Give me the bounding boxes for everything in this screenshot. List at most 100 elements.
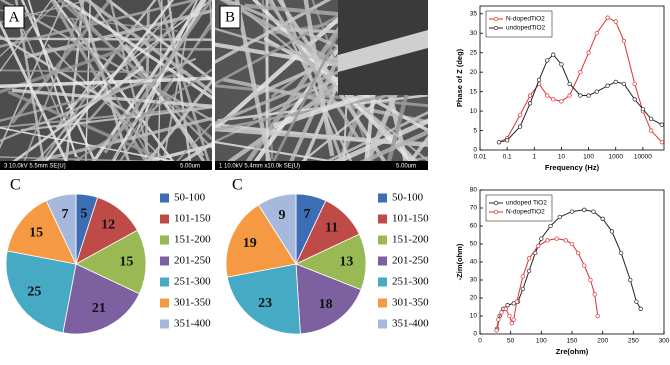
x-tick-label: 10000 <box>634 154 652 161</box>
pie-title: C <box>232 177 243 194</box>
x-tick-label: 50 <box>507 338 515 345</box>
legend-swatch <box>378 299 387 308</box>
point <box>660 140 664 144</box>
point <box>527 269 531 273</box>
point <box>619 251 623 255</box>
point <box>622 82 626 86</box>
point <box>593 293 597 297</box>
y-tick-label: 30 <box>470 30 478 37</box>
point <box>545 59 549 63</box>
point <box>628 278 632 282</box>
point <box>579 94 583 98</box>
y-tick-label: 15 <box>470 88 478 95</box>
point <box>649 129 653 133</box>
legend-swatch <box>160 215 169 224</box>
x-tick-label: 300 <box>659 338 670 345</box>
legend-swatch <box>378 194 387 203</box>
legend-swatch <box>378 320 387 329</box>
x-tick-label: 100 <box>536 338 547 345</box>
y-tick-label: 0 <box>473 147 477 154</box>
image-info: 3 10.0kV 5.5mm SE(U) <box>4 164 66 170</box>
slice-label: 5 <box>80 206 87 221</box>
point <box>560 100 564 104</box>
legend-label: 301-350 <box>392 297 429 309</box>
series-line <box>497 239 598 331</box>
legend-swatch <box>160 194 169 203</box>
point <box>527 257 531 261</box>
panel-label: A <box>9 9 20 25</box>
point <box>555 237 559 241</box>
legend-label: N-dopedTiO2 <box>506 209 545 216</box>
point <box>508 314 512 318</box>
point <box>614 80 618 84</box>
x-axis-label: Zre(ohm) <box>556 347 589 356</box>
panel-label: B <box>225 9 235 25</box>
y-tick-label: 25 <box>470 49 478 56</box>
y-tick-label: 50 <box>470 241 478 248</box>
point <box>582 264 586 268</box>
legend-marker <box>494 17 498 21</box>
slice-label: 11 <box>325 221 338 236</box>
slice-label: 13 <box>339 255 353 270</box>
point <box>551 98 555 102</box>
point <box>528 94 532 98</box>
point <box>622 39 626 43</box>
point <box>641 107 645 111</box>
legend-swatch <box>378 257 387 266</box>
x-tick-label: 1000 <box>608 154 623 161</box>
y-tick-label: 80 <box>470 187 478 194</box>
legend-swatch <box>378 215 387 224</box>
point <box>551 53 555 57</box>
slice-label: 23 <box>258 296 272 311</box>
y-tick-label: 60 <box>470 223 478 230</box>
series-line <box>499 55 662 143</box>
legend-swatch <box>160 320 169 329</box>
legend-marker <box>494 210 498 214</box>
point <box>537 78 541 82</box>
point <box>660 123 664 127</box>
legend-label: 351-400 <box>392 318 429 330</box>
legend-label: 251-300 <box>174 276 211 288</box>
x-axis-label: Frequency (Hz) <box>545 163 600 172</box>
point <box>518 113 522 117</box>
legend-swatch <box>378 236 387 245</box>
pie-title: C <box>10 177 21 194</box>
point <box>610 230 614 234</box>
y-tick-label: 30 <box>470 277 478 284</box>
x-tick-label: 150 <box>567 338 578 345</box>
x-tick-label: 0.1 <box>503 154 512 161</box>
legend-swatch <box>160 299 169 308</box>
legend-swatch <box>160 257 169 266</box>
legend-label: 301-350 <box>174 297 211 309</box>
x-tick-label: 200 <box>597 338 608 345</box>
slice-label: 9 <box>278 208 285 223</box>
legend-label: 50-100 <box>174 192 206 204</box>
point <box>587 94 591 98</box>
point <box>510 321 514 325</box>
point <box>495 329 499 333</box>
image-info: 1 10.0kV 5.4mm x10.0k SE(U) <box>219 164 300 170</box>
scale-label: 5.00um <box>180 164 200 170</box>
slice-label: 7 <box>303 207 310 222</box>
point <box>528 101 532 105</box>
point <box>589 278 593 282</box>
point <box>587 51 591 55</box>
point <box>521 287 525 291</box>
point <box>570 242 574 246</box>
point <box>546 239 550 243</box>
x-tick-label: 10 <box>558 154 566 161</box>
y-tick-label: 40 <box>470 259 478 266</box>
y-axis-label: Phase of Z (deg) <box>455 48 464 107</box>
point <box>633 98 637 102</box>
point <box>601 217 605 221</box>
slice-label: 19 <box>243 236 257 251</box>
legend-label: 351-400 <box>174 318 211 330</box>
point <box>592 210 596 214</box>
point <box>596 314 600 318</box>
point <box>518 125 522 129</box>
x-tick-label: 100 <box>583 154 594 161</box>
legend-swatch <box>160 278 169 287</box>
point <box>595 90 599 94</box>
